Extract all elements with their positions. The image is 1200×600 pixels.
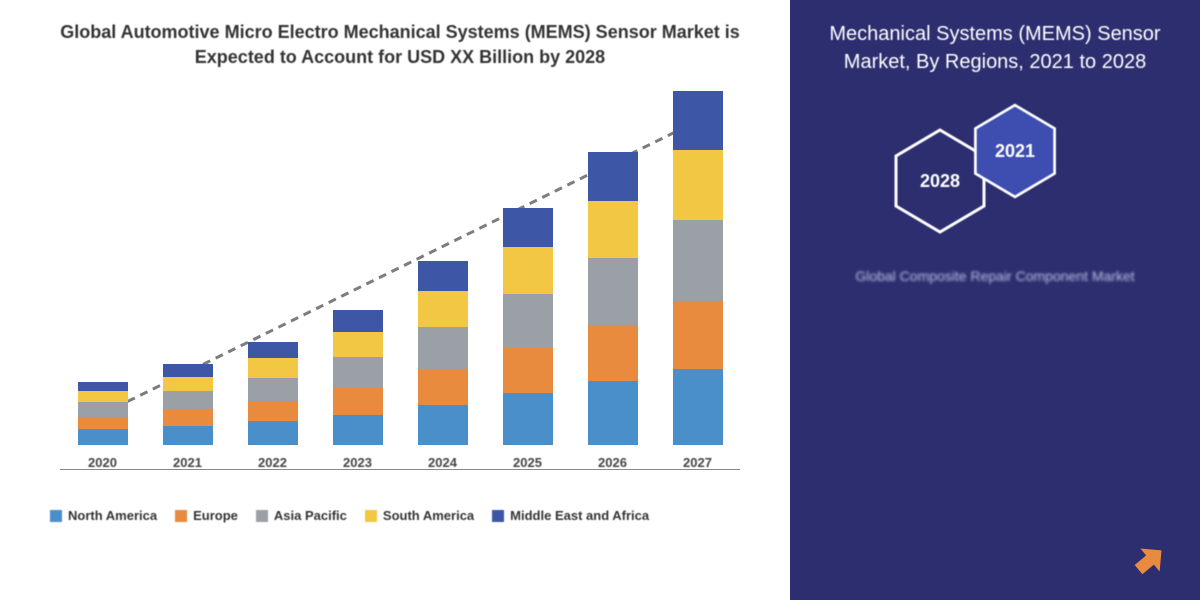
- bar-segment: [418, 405, 468, 446]
- bar-segment: [248, 378, 298, 401]
- x-axis-label: 2027: [683, 455, 712, 470]
- stacked-bar: [418, 261, 468, 445]
- x-axis-label: 2024: [428, 455, 457, 470]
- bar-group: 2027: [668, 91, 728, 471]
- legend-swatch: [50, 510, 62, 522]
- bar-segment: [503, 348, 553, 393]
- bar-segment: [78, 382, 128, 391]
- bar-segment: [503, 208, 553, 248]
- hex-front: 2021: [970, 101, 1060, 201]
- bar-segment: [163, 426, 213, 446]
- bar-segment: [248, 421, 298, 445]
- legend-item: Middle East and Africa: [492, 508, 649, 523]
- brand-logo-icon: [1130, 540, 1170, 580]
- legend-label: North America: [68, 508, 157, 523]
- bar-segment: [78, 402, 128, 416]
- x-axis-label: 2026: [598, 455, 627, 470]
- bar-segment: [673, 301, 723, 369]
- right-title: Mechanical Systems (MEMS) Sensor Market,…: [820, 20, 1170, 76]
- bar-group: 2020: [73, 382, 133, 470]
- x-axis-label: 2023: [343, 455, 372, 470]
- bar-segment: [588, 325, 638, 381]
- hex-graphic: 2028 2021: [820, 96, 1170, 256]
- chart-title: Global Automotive Micro Electro Mechanic…: [40, 20, 760, 70]
- bar-group: 2021: [158, 364, 218, 470]
- bar-segment: [333, 415, 383, 446]
- bar-segment: [333, 310, 383, 332]
- legend: North America Europe Asia Pacific South Ame…: [40, 508, 760, 523]
- stacked-bar: [163, 364, 213, 445]
- legend-swatch: [365, 510, 377, 522]
- bar-segment: [503, 393, 553, 445]
- legend-item: North America: [50, 508, 157, 523]
- stacked-bar: [248, 342, 298, 445]
- x-axis-label: 2021: [173, 455, 202, 470]
- x-axis-label: 2025: [513, 455, 542, 470]
- legend-swatch: [492, 510, 504, 522]
- legend-label: Asia Pacific: [274, 508, 347, 523]
- right-subtext: Global Composite Repair Component Market: [820, 266, 1170, 287]
- bar-segment: [588, 381, 638, 446]
- bar-group: 2025: [498, 208, 558, 471]
- bar-group: 2022: [243, 342, 303, 470]
- bar-segment: [163, 364, 213, 377]
- bar-segment: [78, 391, 128, 402]
- legend-item: South America: [365, 508, 474, 523]
- bar-segment: [333, 357, 383, 388]
- bar-segment: [248, 401, 298, 421]
- bar-segment: [163, 377, 213, 391]
- bar-segment: [418, 369, 468, 405]
- legend-swatch: [256, 510, 268, 522]
- bar-segment: [333, 332, 383, 357]
- bar-segment: [248, 342, 298, 358]
- bar-group: 2024: [413, 261, 473, 470]
- bar-segment: [78, 417, 128, 430]
- hex-back-label: 2028: [920, 171, 960, 192]
- bar-segment: [163, 391, 213, 409]
- legend-item: Asia Pacific: [256, 508, 347, 523]
- bar-group: 2026: [583, 152, 643, 470]
- bar-segment: [503, 247, 553, 294]
- bar-segment: [673, 91, 723, 150]
- bar-segment: [418, 327, 468, 368]
- stacked-bar: [503, 208, 553, 446]
- bar-segment: [503, 294, 553, 348]
- stacked-bar: [673, 91, 723, 446]
- bar-segment: [673, 150, 723, 220]
- bar-segment: [78, 429, 128, 445]
- stacked-bar: [588, 152, 638, 445]
- right-panel: Mechanical Systems (MEMS) Sensor Market,…: [790, 0, 1200, 600]
- chart-area: 2020 2021 2022 2023 2024 2025 2026 2027: [40, 80, 760, 500]
- legend-label: Middle East and Africa: [510, 508, 649, 523]
- bar-segment: [418, 291, 468, 327]
- bar-segment: [588, 201, 638, 259]
- legend-swatch: [175, 510, 187, 522]
- hex-front-label: 2021: [995, 141, 1035, 162]
- bars-container: 2020 2021 2022 2023 2024 2025 2026 2027: [60, 110, 740, 470]
- legend-item: Europe: [175, 508, 238, 523]
- stacked-bar: [78, 382, 128, 445]
- bar-segment: [588, 258, 638, 325]
- bar-segment: [418, 261, 468, 292]
- left-panel: Global Automotive Micro Electro Mechanic…: [0, 0, 790, 600]
- bar-segment: [163, 409, 213, 425]
- bar-segment: [248, 358, 298, 378]
- bar-segment: [588, 152, 638, 201]
- stacked-bar: [333, 310, 383, 445]
- bar-group: 2023: [328, 310, 388, 470]
- x-axis-label: 2020: [88, 455, 117, 470]
- bar-segment: [673, 369, 723, 446]
- legend-label: South America: [383, 508, 474, 523]
- x-axis-label: 2022: [258, 455, 287, 470]
- legend-label: Europe: [193, 508, 238, 523]
- bar-segment: [673, 220, 723, 301]
- bar-segment: [333, 388, 383, 415]
